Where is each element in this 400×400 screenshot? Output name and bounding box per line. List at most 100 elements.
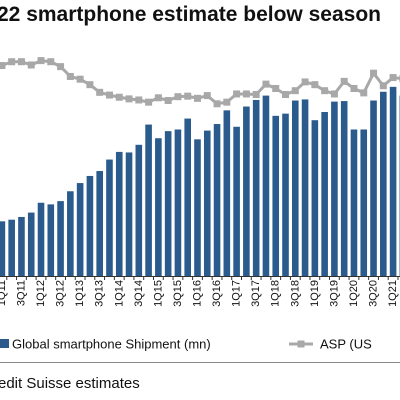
bar-4Q14 [145, 124, 152, 276]
asp-point-1Q18 [272, 84, 280, 92]
x-tick-label: 1Q14 [113, 280, 125, 307]
asp-point-1Q11 [0, 62, 6, 70]
x-tick-label: 3Q15 [172, 280, 184, 307]
bar-4Q17 [262, 95, 270, 276]
legend-bar-swatch [0, 339, 9, 348]
bar-3Q17 [252, 99, 260, 276]
asp-point-1Q21 [389, 74, 397, 82]
bar-2Q14 [125, 152, 133, 276]
asp-point-2Q12 [47, 58, 55, 66]
asp-point-3Q16 [213, 100, 221, 108]
bar-1Q14 [115, 151, 123, 276]
bar-1Q19 [311, 120, 319, 276]
x-tick-label: 1Q15 [152, 280, 164, 307]
bar-3Q11 [18, 216, 25, 276]
asp-point-1Q12 [37, 57, 45, 65]
x-tick-label: 1Q17 [231, 280, 243, 307]
bar-3Q14 [135, 144, 143, 276]
asp-point-4Q20 [379, 82, 387, 90]
x-tick-label: 1Q21 [387, 280, 399, 307]
line-series [0, 57, 400, 108]
asp-point-4Q14 [145, 98, 153, 106]
bar-2Q16 [203, 130, 211, 276]
asp-point-2Q19 [321, 87, 329, 95]
asp-point-1Q13 [76, 75, 84, 83]
asp-point-1Q14 [115, 93, 123, 101]
bar-series [0, 86, 400, 277]
bar-2Q17 [243, 106, 250, 276]
bar-4Q11 [27, 212, 35, 276]
bar-1Q18 [272, 115, 280, 276]
x-tick-label: 3Q13 [94, 280, 106, 307]
asp-point-2Q15 [164, 97, 172, 105]
asp-point-2Q13 [86, 81, 94, 89]
asp-point-2Q20 [360, 89, 368, 97]
bar-1Q20 [350, 129, 358, 276]
asp-point-3Q17 [252, 91, 260, 99]
legend-line-marker [297, 340, 305, 348]
bar-1Q13 [76, 183, 84, 276]
x-tick-label: 3Q11 [15, 280, 27, 306]
asp-point-2Q14 [125, 95, 133, 103]
bar-4Q12 [67, 191, 74, 276]
bar-4Q19 [340, 101, 348, 276]
bar-2Q13 [86, 175, 94, 276]
x-tick-label: 3Q19 [328, 280, 340, 307]
x-tick-label: 3Q16 [211, 280, 223, 307]
x-tick-marks [6, 276, 399, 280]
x-tick-label: 1Q16 [191, 280, 203, 307]
legend-label-asp: ASP (US [320, 337, 372, 352]
asp-point-2Q11 [8, 58, 16, 66]
bar-1Q16 [194, 139, 201, 276]
bar-4Q20 [380, 91, 387, 277]
bar-3Q18 [291, 100, 299, 277]
asp-point-1Q20 [350, 84, 358, 92]
asp-point-1Q17 [233, 90, 241, 98]
asp-point-2Q18 [282, 91, 290, 99]
asp-point-4Q16 [223, 98, 231, 106]
bar-3Q19 [331, 101, 338, 276]
x-tick-labels: 1Q11 3Q11 1Q12 3Q12 1Q13 3Q13 1Q14 3Q14 1Q15 3Q15… [0, 280, 399, 307]
bar-3Q20 [370, 100, 377, 277]
bar-1Q21 [389, 86, 397, 276]
bar-2Q15 [164, 131, 172, 276]
x-tick-label: 1Q20 [348, 280, 360, 307]
asp-point-3Q12 [57, 63, 65, 71]
bar-1Q11 [0, 221, 6, 276]
asp-point-1Q19 [311, 81, 319, 89]
source-note: edit Suisse estimates [0, 375, 140, 392]
asp-point-4Q17 [262, 80, 270, 88]
bar-1Q12 [37, 202, 45, 276]
bar-4Q16 [223, 110, 231, 276]
legend-label-shipment: Global smartphone Shipment (mn) [12, 337, 211, 352]
asp-point-2Q17 [242, 90, 250, 98]
x-tick-label: 1Q13 [74, 280, 86, 307]
asp-point-3Q18 [291, 87, 299, 95]
asp-point-3Q15 [174, 93, 182, 101]
x-tick-label: 3Q20 [368, 280, 380, 307]
x-tick-label: 1Q18 [270, 280, 282, 307]
legend: Global smartphone Shipment (mn) ASP (US [0, 337, 372, 352]
bar-4Q18 [301, 99, 309, 277]
chart-title: 22 smartphone estimate below season [0, 3, 381, 26]
bar-3Q15 [174, 129, 182, 276]
bar-3Q12 [57, 201, 64, 276]
x-tick-label: 3Q17 [250, 280, 262, 307]
asp-point-1Q15 [154, 94, 162, 102]
bar-1Q17 [233, 126, 240, 276]
asp-point-4Q13 [105, 91, 113, 99]
asp-point-2Q16 [203, 92, 211, 100]
asp-point-4Q12 [66, 72, 74, 80]
asp-point-3Q14 [135, 96, 143, 104]
asp-point-1Q16 [193, 94, 201, 102]
x-tick-label: 1Q12 [35, 280, 47, 307]
footer-divider [0, 362, 400, 363]
bar-4Q13 [106, 159, 113, 276]
bar-1Q15 [155, 138, 162, 276]
asp-point-3Q11 [17, 58, 25, 66]
bar-3Q13 [96, 171, 103, 276]
asp-point-4Q19 [340, 77, 348, 85]
bar-2Q20 [360, 129, 368, 276]
bar-4Q15 [184, 118, 192, 276]
